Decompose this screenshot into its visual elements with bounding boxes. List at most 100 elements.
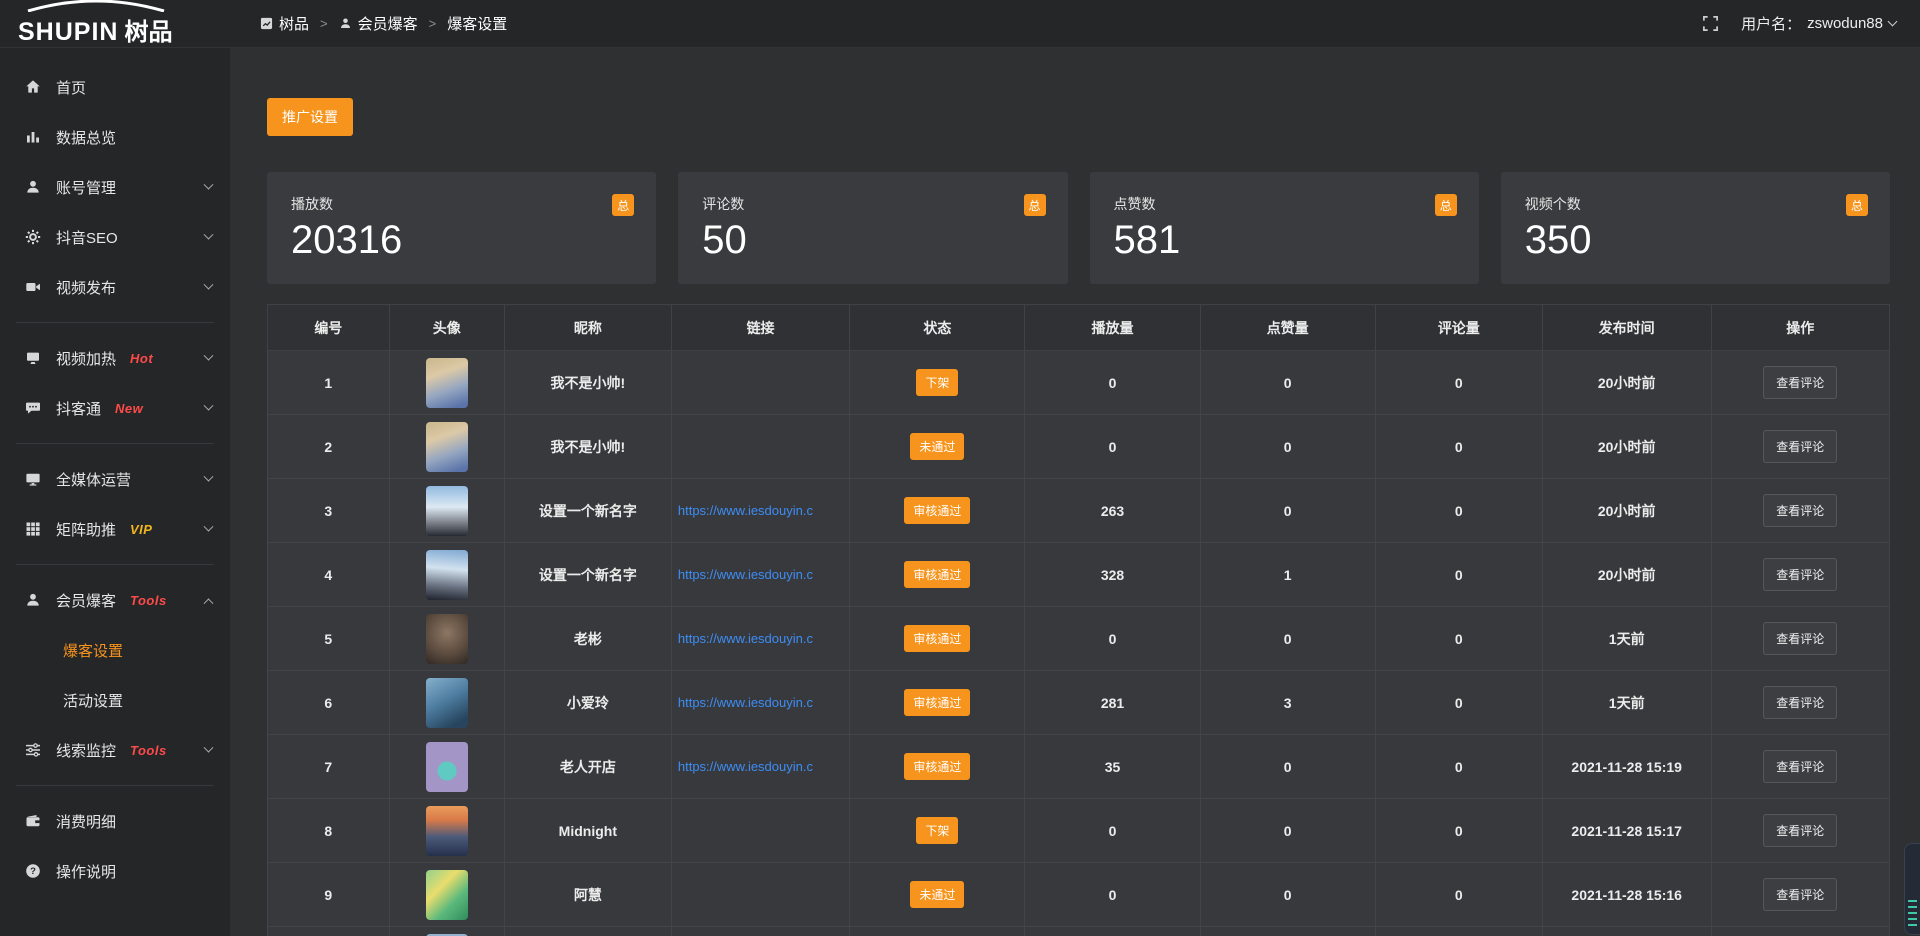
- cell-status: 审核通过: [849, 670, 1026, 735]
- avatar: [425, 549, 468, 600]
- cell-comments: 0: [1374, 414, 1543, 479]
- cell-number: 8: [267, 798, 390, 863]
- sliders-icon: [24, 742, 41, 759]
- cell-plays: 328: [1024, 542, 1201, 607]
- cell-plays: 0: [1024, 606, 1201, 671]
- cell-nickname: 设置一个新名字: [503, 542, 672, 607]
- stat-value: 50: [702, 218, 747, 262]
- video-link[interactable]: https://www.iesdouyin.c: [677, 631, 813, 646]
- status-badge: 未通过: [910, 433, 965, 460]
- avatar: [425, 485, 468, 536]
- sidebar-item-matrix-boost[interactable]: 矩阵助推 VIP: [0, 504, 230, 554]
- sidebar-item-account-manage[interactable]: 账号管理: [0, 162, 230, 212]
- video-link[interactable]: https://www.iesdouyin.c: [677, 759, 813, 774]
- sidebar-item-data-overview[interactable]: 数据总览: [0, 112, 230, 162]
- cell-status: 未通过: [849, 414, 1026, 479]
- table-row: 9 阿慧 未通过 0 0 0 2021-11-28 15:16 查看评论: [267, 862, 1891, 927]
- view-comments-button[interactable]: 查看评论: [1763, 622, 1838, 655]
- cell-plays: 0: [1024, 862, 1201, 927]
- fullscreen-icon[interactable]: [1702, 15, 1719, 32]
- sidebar-item-home[interactable]: 首页: [0, 62, 230, 112]
- total-badge: 总: [1434, 194, 1457, 216]
- breadcrumb-item-current[interactable]: 爆客设置: [447, 13, 507, 34]
- question-icon: ?: [24, 863, 41, 880]
- status-badge: 未通过: [910, 881, 965, 908]
- view-comments-button[interactable]: 查看评论: [1763, 494, 1838, 527]
- cell-link: [670, 798, 851, 863]
- cell-nickname: [503, 926, 672, 936]
- cell-plays: [1024, 926, 1201, 936]
- sidebar-item-label: 视频发布: [56, 279, 117, 297]
- avatar: [425, 357, 468, 408]
- stat-card-3: 视频个数 总 350: [1500, 172, 1890, 284]
- view-comments-button[interactable]: 查看评论: [1763, 430, 1838, 463]
- stat-value: 20316: [291, 218, 403, 262]
- cell-status: 下架: [849, 350, 1026, 415]
- videos-table: 编号 头像 昵称 链接 状态 播放量 点赞量 评论量 发布时间 操作 1 我不是小帅! 下架 0 0 0 20…: [267, 304, 1891, 936]
- cell-action: 查看评论: [1710, 734, 1891, 799]
- chevron-down-icon: [203, 471, 214, 482]
- sidebar-item-douketong[interactable]: 抖客通 New: [0, 383, 230, 433]
- view-comments-button[interactable]: 查看评论: [1763, 878, 1838, 911]
- stat-label: 点赞数: [1113, 196, 1156, 212]
- avatar: [425, 805, 468, 856]
- cell-action: 查看评论: [1710, 414, 1891, 479]
- sidebar-item-omni-media[interactable]: 全媒体运营: [0, 454, 230, 504]
- table-row: 6 小爱玲 https://www.iesdouyin.c 审核通过 281 3 0 1天前 查…: [267, 670, 1891, 735]
- logo-text-cn: 树品: [124, 19, 173, 46]
- sidebar-badge-new: New: [115, 400, 144, 416]
- column-header: 昵称: [503, 304, 672, 351]
- chevron-down-icon: [203, 400, 214, 411]
- view-comments-button[interactable]: 查看评论: [1763, 750, 1838, 783]
- sidebar: 首页 数据总览 账号管理 抖音SEO 视频发布 视频加热 Hot 抖客通 New 全媒体运营 矩阵助…: [0, 48, 230, 936]
- view-comments-button[interactable]: 查看评论: [1763, 366, 1838, 399]
- promo-settings-button[interactable]: 推广设置: [267, 98, 353, 136]
- cell-status: 未通过: [849, 862, 1026, 927]
- cell-time: 2021-11-28 15:17: [1541, 798, 1712, 863]
- breadcrumb-label: 会员爆客: [357, 16, 418, 33]
- screen-icon: [24, 471, 41, 488]
- sidebar-item-baoke-settings[interactable]: 爆客设置: [0, 625, 230, 675]
- cell-time: 20小时前: [1541, 350, 1712, 415]
- cell-nickname: 我不是小帅!: [503, 414, 672, 479]
- sidebar-item-douyin-seo[interactable]: 抖音SEO: [0, 212, 230, 262]
- cell-plays: 263: [1024, 478, 1201, 543]
- monitor-icon: [24, 350, 41, 367]
- cell-avatar: [388, 734, 505, 799]
- table-row: 1 我不是小帅! 下架 0 0 0 20小时前 查看评论: [267, 350, 1891, 415]
- cell-plays: 35: [1024, 734, 1201, 799]
- sidebar-item-video-publish[interactable]: 视频发布: [0, 262, 230, 312]
- sidebar-item-consume-detail[interactable]: 消费明细: [0, 796, 230, 846]
- cell-time: 20小时前: [1541, 478, 1712, 543]
- view-comments-button[interactable]: 查看评论: [1763, 814, 1838, 847]
- sidebar-item-label: 线索监控: [56, 742, 117, 760]
- video-link[interactable]: https://www.iesdouyin.c: [677, 503, 813, 518]
- sidebar-item-label: 矩阵助推: [56, 521, 117, 539]
- video-link[interactable]: https://www.iesdouyin.c: [677, 695, 813, 710]
- logo-arc: [27, 0, 165, 12]
- cell-number: 7: [267, 734, 390, 799]
- breadcrumb-item-home[interactable]: 树品: [260, 13, 309, 34]
- floating-contact-widget[interactable]: [1904, 843, 1920, 935]
- table-row: 8 Midnight 下架 0 0 0 2021-11-28 15:17 查看评论: [267, 798, 1891, 863]
- sidebar-item-clue-monitor[interactable]: 线索监控 Tools: [0, 725, 230, 775]
- user-menu[interactable]: 用户名： zswodun88: [1741, 13, 1898, 34]
- cell-avatar: [388, 606, 505, 671]
- sidebar-badge-hot: Hot: [130, 350, 154, 366]
- cell-number: [267, 926, 390, 936]
- gear-icon: [24, 229, 41, 246]
- view-comments-button[interactable]: 查看评论: [1763, 558, 1838, 591]
- cell-plays: 0: [1024, 350, 1201, 415]
- sidebar-item-operation-guide[interactable]: ? 操作说明: [0, 846, 230, 896]
- sidebar-item-video-heat[interactable]: 视频加热 Hot: [0, 333, 230, 383]
- cell-nickname: 老人开店: [503, 734, 672, 799]
- video-link[interactable]: https://www.iesdouyin.c: [677, 567, 813, 582]
- sidebar-item-activity-settings[interactable]: 活动设置: [0, 675, 230, 725]
- total-badge: 总: [612, 194, 635, 216]
- view-comments-button[interactable]: 查看评论: [1763, 686, 1838, 719]
- grid-icon: [24, 521, 41, 538]
- breadcrumb-item-member[interactable]: 会员爆客: [339, 13, 418, 34]
- sidebar-item-member-baoke[interactable]: 会员爆客 Tools: [0, 575, 230, 625]
- cell-time: 2021-11-28 15:19: [1541, 734, 1712, 799]
- sidebar-divider: [16, 785, 214, 786]
